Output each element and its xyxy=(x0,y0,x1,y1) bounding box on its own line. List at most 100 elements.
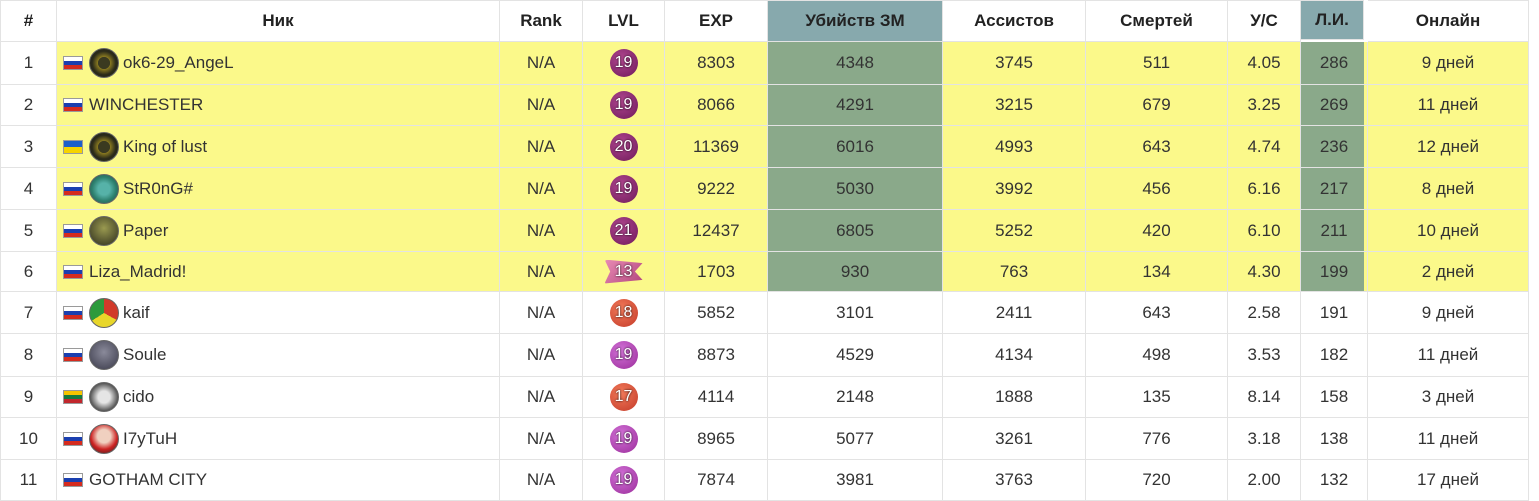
assists-value: 3745 xyxy=(995,53,1033,72)
col-deaths-cell: 134 xyxy=(1086,252,1228,292)
player-nick[interactable]: StR0nG# xyxy=(123,178,193,198)
player-nick[interactable]: kaif xyxy=(123,302,150,322)
online-value: 11 дней xyxy=(1417,345,1479,364)
player-link[interactable]: Liza_Madrid! xyxy=(57,252,500,292)
ratio-value: 6.16 xyxy=(1247,178,1281,198)
li-value: 269 xyxy=(1319,95,1349,114)
ratio-value: 8.14 xyxy=(1247,387,1281,406)
header-col-ratio[interactable]: У/С xyxy=(1228,0,1301,42)
player-nick[interactable]: King of lust xyxy=(123,136,208,156)
kills-column-highlight xyxy=(768,42,943,291)
num-value: 2 xyxy=(23,95,34,114)
header-col-assists[interactable]: Ассистов xyxy=(943,0,1086,42)
col-lvl-cell: 20 xyxy=(583,126,665,168)
player-nick[interactable]: I7yTuH xyxy=(123,428,178,448)
kills-value: 3101 xyxy=(836,302,874,322)
col-online-cell: 10 дней xyxy=(1368,210,1529,252)
col-exp-cell: 4114 xyxy=(665,377,768,418)
player-nick[interactable]: Soule xyxy=(123,345,167,364)
player-link[interactable]: WINCHESTER xyxy=(57,85,500,126)
header-col-nick[interactable]: Ник xyxy=(57,0,500,42)
player-nick[interactable]: WINCHESTER xyxy=(89,95,204,114)
online-value: 3 дней xyxy=(1421,387,1475,406)
col-deaths-cell: 135 xyxy=(1086,377,1228,418)
player-link[interactable]: StR0nG# xyxy=(57,168,500,210)
deaths-value: 643 xyxy=(1142,136,1171,156)
player-link[interactable]: kaif xyxy=(57,292,500,334)
col-exp-cell: 11369 xyxy=(665,126,768,168)
exp-value: 11369 xyxy=(692,136,739,156)
col-online-cell: 11 дней xyxy=(1368,334,1529,377)
flag-ru-icon xyxy=(63,223,83,238)
col-num-cell: 5 xyxy=(0,210,57,252)
player-link[interactable]: cido xyxy=(57,377,500,418)
header-col-exp[interactable]: EXP xyxy=(665,0,768,42)
col-exp-cell: 8873 xyxy=(665,334,768,377)
deaths-value: 134 xyxy=(1142,261,1171,281)
col-lvl-cell: 19 xyxy=(583,418,665,460)
player-link[interactable]: Soule xyxy=(57,334,500,377)
level-badge: 13 xyxy=(604,259,643,284)
exp-value: 8873 xyxy=(697,345,735,364)
header-col-lvl[interactable]: LVL xyxy=(583,0,665,42)
globe-emblem-icon xyxy=(89,173,119,204)
header-col-li[interactable]: Л.И. xyxy=(1301,0,1364,40)
player-nick[interactable]: ok6-29_AngeL xyxy=(123,53,234,72)
rank-value: N/A xyxy=(526,53,556,72)
flag-lt-icon xyxy=(63,390,83,404)
header-col-rank[interactable]: Rank xyxy=(500,0,583,42)
assists-value: 2411 xyxy=(995,302,1033,322)
header-col-num[interactable]: # xyxy=(0,0,57,42)
flag-ru-icon xyxy=(63,56,83,70)
player-nick[interactable]: cido xyxy=(123,387,155,406)
num-value: 9 xyxy=(23,387,34,406)
assists-value: 3215 xyxy=(995,95,1033,114)
header-col-deaths[interactable]: Смертей xyxy=(1086,0,1228,42)
header-col-kills[interactable]: Убийств ЗМ xyxy=(768,0,943,42)
player-link[interactable]: I7yTuH xyxy=(57,418,500,460)
col-online-cell: 11 дней xyxy=(1368,418,1529,460)
ratio-value: 3.53 xyxy=(1247,345,1281,364)
rasta-avatar-icon xyxy=(89,297,119,328)
header-col-online[interactable]: Онлайн xyxy=(1368,0,1529,42)
player-nick[interactable]: Paper xyxy=(123,220,169,240)
rank-value: N/A xyxy=(526,428,556,448)
level-badge: 21 xyxy=(609,216,638,245)
level-badge: 19 xyxy=(609,424,638,453)
player-link[interactable]: Paper xyxy=(57,210,500,252)
num-value: 7 xyxy=(23,302,34,322)
rank-value: N/A xyxy=(526,261,556,281)
player-nick[interactable]: Liza_Madrid! xyxy=(89,261,187,281)
col-rank-cell: N/A xyxy=(500,377,583,418)
exp-value: 8303 xyxy=(697,53,735,72)
player-nick[interactable]: GOTHAM CITY xyxy=(89,470,208,489)
kills-value: 4348 xyxy=(836,53,874,72)
exp-value: 12437 xyxy=(692,220,740,240)
num-value: 11 xyxy=(19,470,38,489)
col-rank-cell: N/A xyxy=(500,334,583,377)
deaths-value: 135 xyxy=(1142,387,1171,406)
col-rank-cell: N/A xyxy=(500,85,583,126)
ratio-value: 6.10 xyxy=(1247,220,1281,240)
col-rank-cell: N/A xyxy=(500,210,583,252)
col-lvl-cell: 13 xyxy=(583,252,665,292)
col-rank-cell: N/A xyxy=(500,168,583,210)
col-online-cell: 8 дней xyxy=(1368,168,1529,210)
col-ratio-cell: 3.53 xyxy=(1228,334,1301,377)
online-value: 11 дней xyxy=(1417,95,1479,114)
kills-value: 930 xyxy=(840,261,870,281)
online-value: 2 дней xyxy=(1421,261,1475,281)
deaths-value: 456 xyxy=(1142,178,1171,198)
li-value: 211 xyxy=(1320,220,1348,240)
col-li-cell: 132 xyxy=(1301,460,1368,501)
col-exp-cell: 5852 xyxy=(665,292,768,334)
col-num-cell: 6 xyxy=(0,252,57,292)
person-avatar-icon xyxy=(89,340,119,370)
li-value: 158 xyxy=(1319,387,1349,406)
col-lvl-cell: 21 xyxy=(583,210,665,252)
player-link[interactable]: GOTHAM CITY xyxy=(57,460,500,501)
player-link[interactable]: King of lust xyxy=(57,126,500,168)
player-link[interactable]: ok6-29_AngeL xyxy=(57,42,500,85)
exp-value: 8965 xyxy=(697,428,735,448)
col-assists-cell: 4134 xyxy=(943,334,1086,377)
